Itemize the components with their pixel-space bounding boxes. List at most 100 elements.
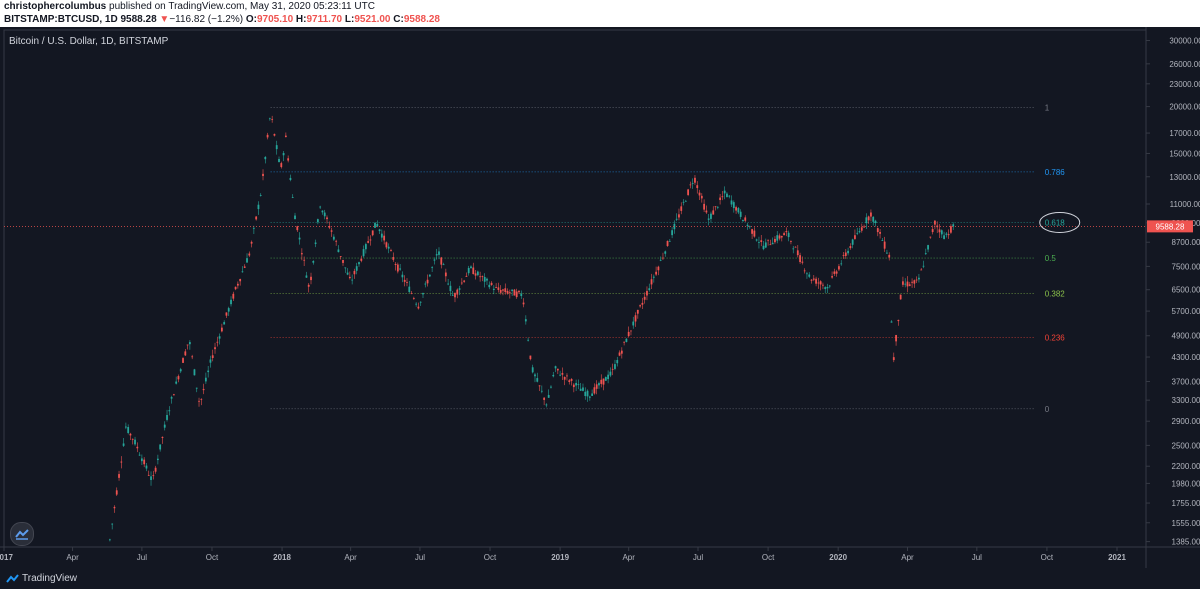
candle-body xyxy=(131,438,134,440)
candle-body xyxy=(785,231,788,233)
candle-body xyxy=(486,278,488,281)
candle-body xyxy=(838,266,840,270)
candle-body xyxy=(172,394,175,396)
candle-body xyxy=(915,279,918,281)
fib-level-label: 0.5 xyxy=(1045,254,1057,263)
candle-body xyxy=(849,246,852,249)
candle-body xyxy=(776,235,779,241)
candle-body xyxy=(369,239,372,241)
candle-body xyxy=(620,350,623,354)
candle-body xyxy=(202,388,205,391)
candle-body xyxy=(152,475,155,477)
author-name[interactable]: christophercolumbus xyxy=(4,1,107,12)
candle-body xyxy=(691,182,694,184)
candle-body xyxy=(362,249,365,257)
x-tick-label: Jul xyxy=(415,553,425,562)
candle-body xyxy=(579,388,582,391)
candle-body xyxy=(899,294,902,300)
candle-body xyxy=(380,233,383,238)
candle-body xyxy=(796,250,799,256)
candle-body xyxy=(625,338,628,343)
candle-body xyxy=(113,506,116,509)
candle-body xyxy=(810,279,813,281)
candle-body xyxy=(831,276,833,278)
candle-body xyxy=(780,236,783,238)
candle-body xyxy=(705,210,708,213)
candle-body xyxy=(515,291,518,298)
candle-body xyxy=(812,278,815,280)
candle-body xyxy=(440,257,443,265)
y-tick-label: 1980.00 xyxy=(1172,479,1200,488)
candle-body xyxy=(111,523,114,525)
candle-body xyxy=(563,376,566,380)
candle-body xyxy=(319,206,322,208)
candle-body xyxy=(652,276,655,278)
y-tick-label: 4300.00 xyxy=(1172,353,1200,362)
candle-body xyxy=(531,367,534,373)
y-tick-label: 1755.00 xyxy=(1172,499,1200,508)
candle-body xyxy=(278,159,280,163)
candle-body xyxy=(611,368,614,370)
candle-body xyxy=(346,272,349,275)
y-tick-label: 6500.00 xyxy=(1172,286,1200,295)
candle-body xyxy=(753,230,756,237)
candle-body xyxy=(438,251,440,255)
candle-body xyxy=(655,271,658,275)
candle-body xyxy=(156,458,159,461)
candle-body xyxy=(524,319,527,322)
candle-body xyxy=(771,242,774,245)
candle-body xyxy=(863,226,865,228)
candle-body xyxy=(707,218,710,220)
candle-body xyxy=(714,206,717,208)
candle-body xyxy=(211,355,214,358)
candle-body xyxy=(248,253,251,256)
candle-body xyxy=(358,262,360,265)
candle-body xyxy=(463,280,466,282)
candle-body xyxy=(332,236,335,240)
candle-body xyxy=(952,224,955,227)
candle-body xyxy=(945,233,948,235)
candle-body xyxy=(177,376,180,380)
candle-body xyxy=(216,341,219,343)
candle-body xyxy=(108,539,111,541)
candle-body xyxy=(774,238,776,243)
candle-body xyxy=(175,381,178,384)
published-text: published on TradingView.com, May 31, 20… xyxy=(109,1,375,12)
candle-body xyxy=(650,279,653,285)
candle-body xyxy=(447,283,450,285)
candle-body xyxy=(552,374,555,377)
candle-body xyxy=(659,259,662,261)
y-tick-label: 17000.00 xyxy=(1169,129,1200,138)
candle-body xyxy=(371,230,374,236)
last-price: 9588.28 xyxy=(120,14,157,25)
candle-body xyxy=(762,245,765,250)
candle-body xyxy=(431,267,434,269)
candle-body xyxy=(627,331,630,337)
candle-body xyxy=(616,360,619,364)
candle-body xyxy=(479,276,482,278)
candle-body xyxy=(410,293,413,294)
candle-body xyxy=(280,163,283,168)
candle-body xyxy=(378,229,381,232)
candle-body xyxy=(458,288,461,290)
candle-body xyxy=(639,305,642,307)
candle-body xyxy=(419,301,422,303)
price-chart[interactable]: 30000.00 26000.00 23000.00 20000.00 17000.00… xyxy=(0,27,1200,568)
tradingview-brand[interactable]: TradingView xyxy=(22,573,78,584)
candle-body xyxy=(424,283,427,285)
candle-body xyxy=(374,222,376,228)
candle-body xyxy=(550,386,552,388)
candle-body xyxy=(124,426,127,428)
candle-body xyxy=(870,212,872,217)
candle-body xyxy=(412,298,415,299)
candle-body xyxy=(764,242,767,248)
low-label: L: xyxy=(344,14,355,25)
candle-body xyxy=(408,286,411,293)
candle-body xyxy=(696,185,699,189)
candle-body xyxy=(138,454,141,456)
close-value: 9588.28 xyxy=(403,14,440,25)
candle-body xyxy=(911,281,913,283)
candle-body xyxy=(406,282,408,283)
candle-body xyxy=(387,246,390,249)
x-tick-label: Oct xyxy=(762,553,775,562)
